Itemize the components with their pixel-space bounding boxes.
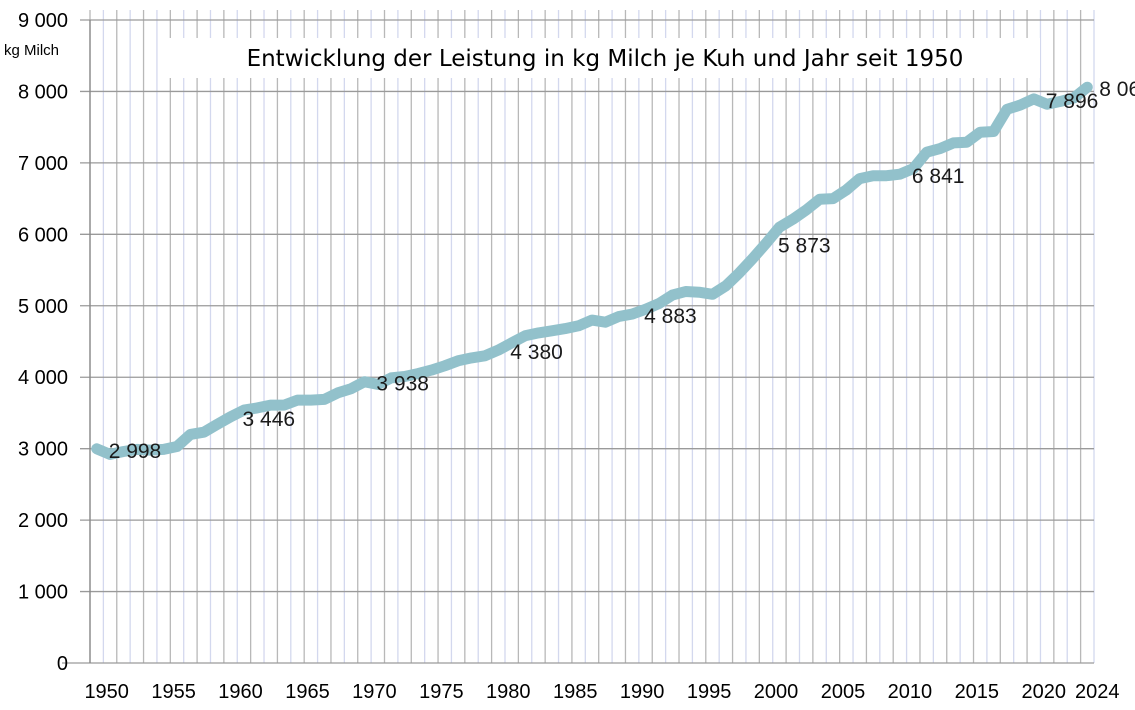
x-tick-label: 2024 bbox=[1075, 681, 1120, 703]
y-tick-label: 1 000 bbox=[18, 582, 68, 604]
grid bbox=[62, 10, 1095, 664]
y-tick-label: 2 000 bbox=[18, 510, 68, 532]
data-label: 6 841 bbox=[912, 165, 965, 188]
x-tick-label: 1960 bbox=[218, 681, 263, 703]
y-tick-label: 8 000 bbox=[18, 81, 68, 103]
y-tick-label: 0 bbox=[57, 653, 68, 675]
y-tick-label: 7 000 bbox=[18, 153, 68, 175]
x-tick-label: 1990 bbox=[620, 681, 665, 703]
x-tick-labels: 1950 1955 1960 1965 1970 1975 1980 1985 1990 1995… bbox=[84, 681, 1119, 703]
data-label: 8 060 bbox=[1099, 78, 1135, 101]
y-axis-unit: kg Milch bbox=[4, 42, 59, 59]
title-background bbox=[166, 38, 1040, 78]
y-tick-label: 3 000 bbox=[18, 439, 68, 461]
x-tick-label: 2005 bbox=[821, 681, 866, 703]
series-line bbox=[91, 81, 1093, 460]
x-tick-label: 1970 bbox=[352, 681, 397, 703]
x-tick-label: 1965 bbox=[285, 681, 330, 703]
data-label: 3 938 bbox=[376, 373, 429, 396]
data-label: 7 896 bbox=[1046, 90, 1099, 113]
data-labels: 2 998 3 446 3 938 4 380 4 883 5 873 6 841 7 896… bbox=[109, 78, 1135, 463]
x-tick-label: 1955 bbox=[151, 681, 196, 703]
chart-title: Entwicklung der Leistung in kg Milch je … bbox=[247, 46, 964, 72]
x-tick-label: 2000 bbox=[754, 681, 799, 703]
x-tick-label: 2020 bbox=[1022, 681, 1067, 703]
x-tick-label: 2015 bbox=[955, 681, 1000, 703]
y-tick-label: 4 000 bbox=[18, 367, 68, 389]
y-tick-label: 6 000 bbox=[18, 224, 68, 246]
y-tick-label: 9 000 bbox=[18, 10, 68, 32]
data-label: 5 873 bbox=[778, 234, 831, 257]
y-tick-labels: 0 1 000 2 000 3 000 4 000 5 000 6 000 7 000 8 00… bbox=[18, 10, 68, 675]
x-tick-label: 1980 bbox=[486, 681, 531, 703]
data-label: 4 380 bbox=[510, 341, 563, 364]
data-label: 2 998 bbox=[109, 440, 162, 463]
data-label: 3 446 bbox=[243, 408, 296, 431]
y-tick-label: 5 000 bbox=[18, 296, 68, 318]
x-tick-label: 2010 bbox=[888, 681, 933, 703]
x-tick-label: 1950 bbox=[84, 681, 129, 703]
x-tick-label: 1975 bbox=[419, 681, 464, 703]
x-tick-label: 1995 bbox=[687, 681, 732, 703]
data-label: 4 883 bbox=[644, 305, 697, 328]
x-tick-label: 1985 bbox=[553, 681, 598, 703]
